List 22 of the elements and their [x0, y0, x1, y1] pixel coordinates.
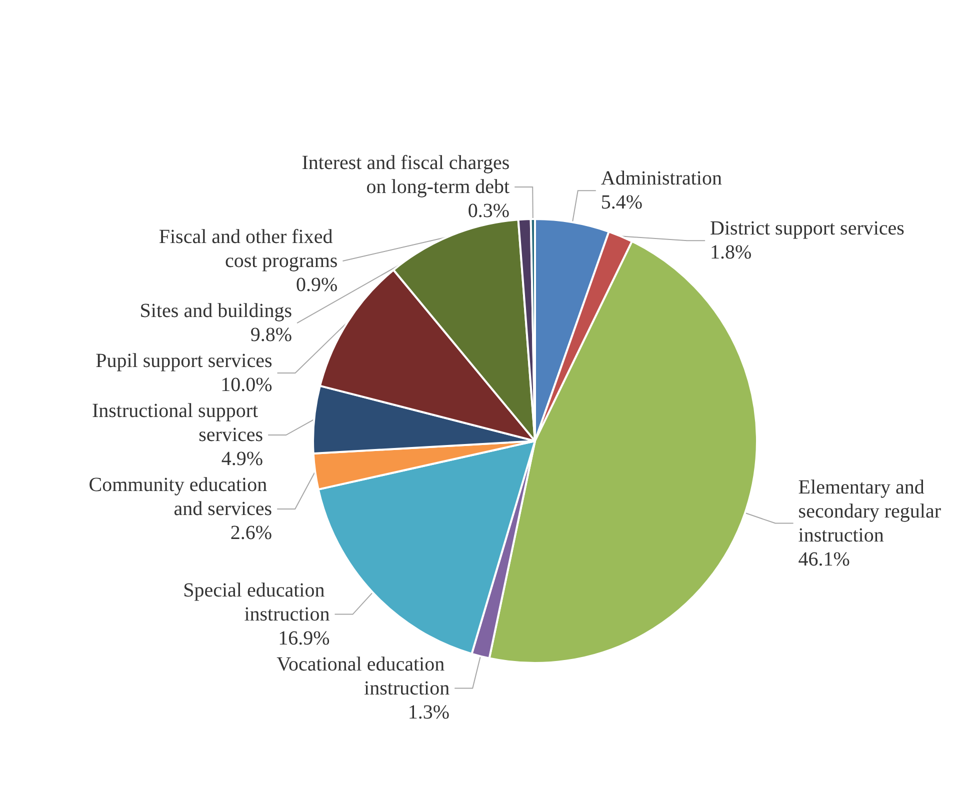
slice-label: District support services	[710, 218, 905, 240]
slice-label: Interest and fiscal charges on long-term debt	[302, 152, 510, 198]
slice-label: Administration	[600, 168, 722, 190]
data-label: 0.3%	[468, 200, 510, 222]
slice-label: Special education instruction	[183, 579, 330, 626]
data-label: 16.9%	[278, 627, 330, 650]
slice-label: Fiscal and other fixed cost programs	[158, 226, 338, 272]
data-label: 1.3%	[408, 701, 450, 724]
data-label: 1.8%	[710, 242, 752, 264]
slice-label: Sites and buildings	[140, 300, 292, 322]
data-label: 9.8%	[250, 324, 292, 346]
data-label: 5.4%	[600, 192, 643, 214]
slice-label: Pupil support services	[96, 350, 272, 372]
data-label: 4.9%	[221, 448, 264, 470]
data-label: 10.0%	[220, 374, 272, 396]
data-label: 0.9%	[296, 274, 338, 296]
data-label: 2.6%	[230, 522, 272, 544]
slice-label: Elementary and secondary regular instruction	[798, 476, 946, 546]
slice-label: Community education and services	[88, 474, 272, 520]
data-label: 46.1%	[798, 548, 850, 570]
slice-label: Instructional support services	[92, 400, 264, 446]
slice-label: Vocational education instruction	[276, 653, 450, 700]
